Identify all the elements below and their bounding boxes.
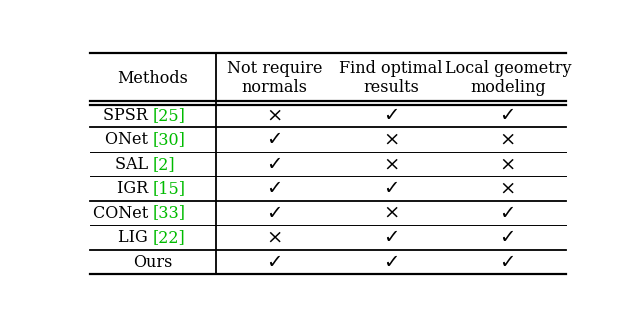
Text: [22]: [22]	[153, 229, 186, 246]
Text: LIG: LIG	[118, 229, 153, 246]
Text: LIG [22]: LIG [22]	[119, 229, 187, 246]
Text: CONet: CONet	[93, 205, 153, 222]
Text: Methods: Methods	[118, 70, 188, 87]
Text: CONet [33]: CONet [33]	[106, 205, 200, 222]
Text: ✓: ✓	[500, 106, 516, 125]
Text: [33]: [33]	[153, 205, 186, 222]
Text: ✓: ✓	[266, 130, 283, 149]
Text: ✓: ✓	[266, 179, 283, 198]
Text: ✓: ✓	[383, 253, 399, 272]
Text: ✓: ✓	[266, 204, 283, 223]
Text: [15]: [15]	[153, 180, 186, 197]
Text: ONet [30]: ONet [30]	[113, 131, 193, 148]
Text: ×: ×	[500, 131, 516, 149]
Text: ✓: ✓	[266, 154, 283, 174]
Text: ×: ×	[383, 155, 399, 173]
Text: ×: ×	[266, 106, 283, 124]
Text: ✓: ✓	[500, 253, 516, 272]
Text: ONet: ONet	[105, 131, 153, 148]
Text: [25]: [25]	[153, 107, 186, 124]
Text: SAL: SAL	[115, 156, 153, 173]
Text: [30]: [30]	[153, 131, 186, 148]
Text: ✓: ✓	[500, 228, 516, 247]
Text: ✓: ✓	[500, 204, 516, 223]
Text: [2]: [2]	[153, 156, 175, 173]
Text: IGR: IGR	[116, 180, 153, 197]
Text: ✓: ✓	[266, 253, 283, 272]
Text: Find optimal
results: Find optimal results	[339, 60, 443, 96]
Text: ×: ×	[500, 180, 516, 197]
Text: ×: ×	[383, 131, 399, 149]
Text: ×: ×	[383, 204, 399, 222]
Text: ✓: ✓	[383, 106, 399, 125]
Text: Local geometry
modeling: Local geometry modeling	[445, 60, 571, 96]
Text: Not require
normals: Not require normals	[227, 60, 322, 96]
Text: ×: ×	[266, 229, 283, 247]
Text: ✓: ✓	[383, 179, 399, 198]
Text: SPSR: SPSR	[103, 107, 153, 124]
Text: SPSR [25]: SPSR [25]	[111, 107, 195, 124]
Text: IGR [15]: IGR [15]	[118, 180, 188, 197]
Text: ×: ×	[500, 155, 516, 173]
Text: SAL [2]: SAL [2]	[123, 156, 184, 173]
Text: ✓: ✓	[383, 228, 399, 247]
Text: Ours: Ours	[133, 254, 173, 271]
